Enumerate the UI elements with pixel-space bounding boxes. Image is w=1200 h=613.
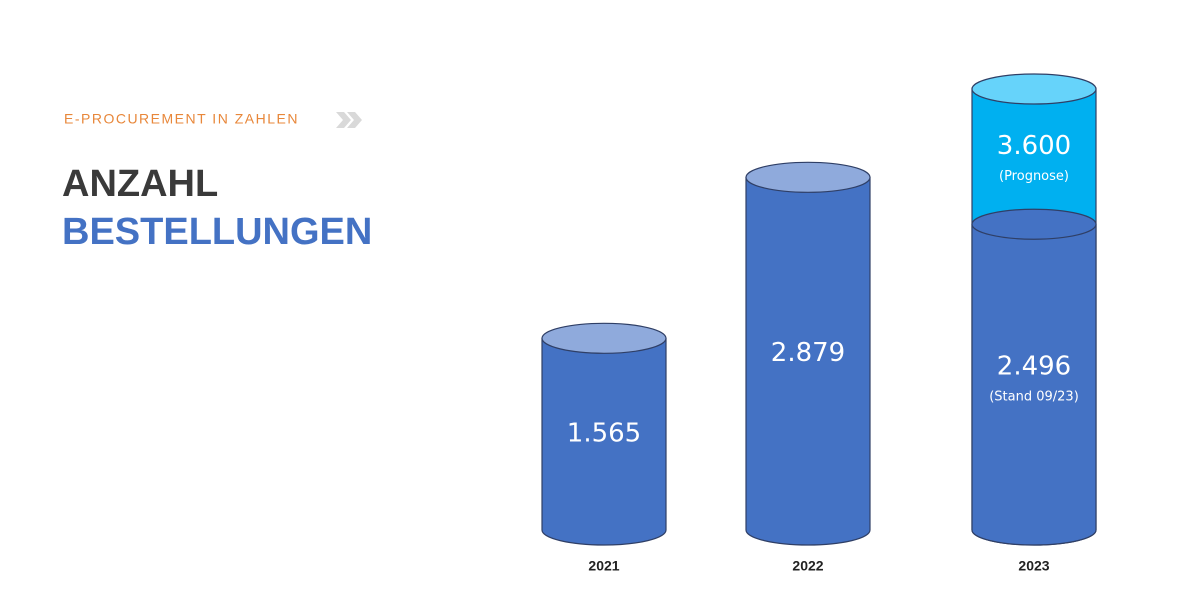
kicker: E-PROCUREMENT IN ZAHLEN [64, 111, 299, 127]
x-tick-label: 2021 [588, 558, 619, 574]
cylinder-body [541, 337, 667, 546]
cylinder-top [971, 208, 1097, 240]
cylinder [971, 208, 1097, 546]
x-tick-label: 2023 [1018, 558, 1049, 574]
value-note: (Stand 09/23) [989, 390, 1079, 405]
cylinder-body [971, 223, 1097, 546]
cylinder [541, 322, 667, 546]
chart-title-highlight: BESTELLUNGEN [62, 211, 372, 253]
cylinder [745, 161, 871, 546]
value-label: 3.600 [997, 131, 1071, 161]
cylinder-top [541, 322, 667, 354]
chevrons [336, 112, 362, 128]
value-note: (Prognose) [999, 169, 1069, 184]
value-label: 1.565 [567, 419, 641, 449]
cylinder-top [745, 161, 871, 193]
chart-title: ANZAHL [62, 163, 218, 205]
x-tick-label: 2022 [792, 558, 823, 574]
cylinder-top [971, 73, 1097, 105]
value-label: 2.879 [771, 338, 845, 368]
cylinder-body [745, 176, 871, 546]
value-label: 2.496 [997, 352, 1071, 382]
